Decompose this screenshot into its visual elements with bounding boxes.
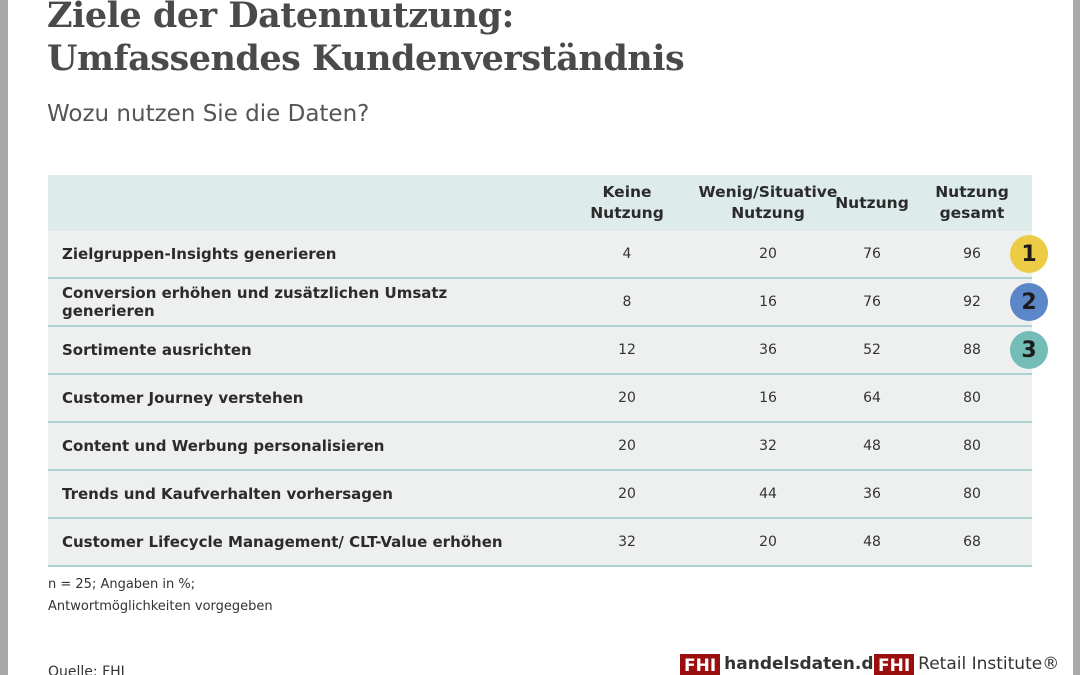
table-row: Customer Lifecycle Management/ CLT-Value…: [48, 519, 1032, 567]
cell-value: 4: [622, 246, 632, 262]
cell-value: 32: [618, 534, 636, 550]
cell-value: 80: [963, 438, 981, 454]
row-label: Content und Werbung personalisieren: [62, 437, 385, 455]
row-label: Sortimente ausrichten: [62, 341, 252, 359]
cell-value: 76: [863, 246, 881, 262]
logo-retail-institute: FHI Retail Institute®: [874, 654, 1059, 675]
row-label: Trends und Kaufverhalten vorhersagen: [62, 485, 393, 503]
cell-value: 48: [863, 534, 881, 550]
cell-value: 52: [863, 342, 881, 358]
cell-value: 80: [963, 486, 981, 502]
rank-badge: 2: [1010, 283, 1048, 321]
table-header: Keine Nutzung Wenig/Situative Nutzung Nutz…: [48, 175, 1032, 231]
footnote-sample: n = 25; Angaben in %;: [48, 577, 196, 592]
table-row: Trends und Kaufverhalten vorhersagen 20 44…: [48, 471, 1032, 519]
header-wenig-nutzung: Wenig/Situative Nutzung: [698, 183, 838, 222]
logo-handelsdaten: FHI handelsdaten.de: [680, 654, 885, 675]
page-title: Ziele der Datennutzung: Umfassendes Kund…: [47, 0, 685, 80]
cell-value: 76: [863, 294, 881, 310]
cell-value: 20: [759, 246, 777, 262]
cell-value: 20: [618, 390, 636, 406]
table-row: Sortimente ausrichten 12 36 52 88 3: [48, 327, 1048, 375]
cell-value: 64: [863, 390, 881, 406]
cell-value: 44: [759, 486, 777, 502]
cell-value: 48: [863, 438, 881, 454]
cell-value: 20: [618, 438, 636, 454]
header-nutzung: Nutzung: [835, 193, 909, 212]
cell-value: 8: [622, 294, 632, 310]
table-row: Conversion erhöhen und zusätzlichen Umsa…: [48, 279, 1048, 327]
table-row: Customer Journey verstehen 20 16 64 80: [48, 375, 1032, 423]
row-label: Customer Journey verstehen: [62, 389, 304, 407]
cell-value: 16: [759, 390, 777, 406]
cell-value: 20: [618, 486, 636, 502]
cell-value: 96: [963, 246, 981, 262]
cell-value: 12: [618, 342, 636, 358]
header-nutzung-gesamt: Nutzung gesamt: [935, 183, 1009, 222]
footnote-answers: Antwortmöglichkeiten vorgegeben: [48, 599, 273, 614]
rank-badge: 1: [1010, 235, 1048, 273]
title-line-1: Ziele der Datennutzung:: [47, 0, 514, 36]
table-row: Zielgruppen-Insights generieren 4 20 76 96 1: [48, 231, 1048, 279]
slide: Ziele der Datennutzung: Umfassendes Kund…: [8, 0, 1073, 675]
row-label: Zielgruppen-Insights generieren: [62, 245, 337, 263]
cell-value: 92: [963, 294, 981, 310]
cell-value: 20: [759, 534, 777, 550]
cell-value: 36: [863, 486, 881, 502]
subtitle: Wozu nutzen Sie die Daten?: [47, 101, 370, 127]
cell-value: 16: [759, 294, 777, 310]
rank-badge: 3: [1010, 331, 1048, 369]
cell-value: 68: [963, 534, 981, 550]
cell-value: 36: [759, 342, 777, 358]
cell-value: 88: [963, 342, 981, 358]
table-row: Content und Werbung personalisieren 20 32 4…: [48, 423, 1032, 471]
header-keine-nutzung: Keine Nutzung: [590, 183, 664, 222]
cell-value: 80: [963, 390, 981, 406]
data-table: Keine Nutzung Wenig/Situative Nutzung Nutz…: [48, 175, 1048, 567]
cell-value: 32: [759, 438, 777, 454]
source-note: Quelle: FHI: [48, 664, 125, 675]
row-label: Customer Lifecycle Management/ CLT-Value…: [62, 533, 503, 551]
row-label: Conversion erhöhen und zusätzlichen Umsa…: [62, 284, 448, 320]
title-line-2: Umfassendes Kundenverständnis: [47, 38, 685, 79]
